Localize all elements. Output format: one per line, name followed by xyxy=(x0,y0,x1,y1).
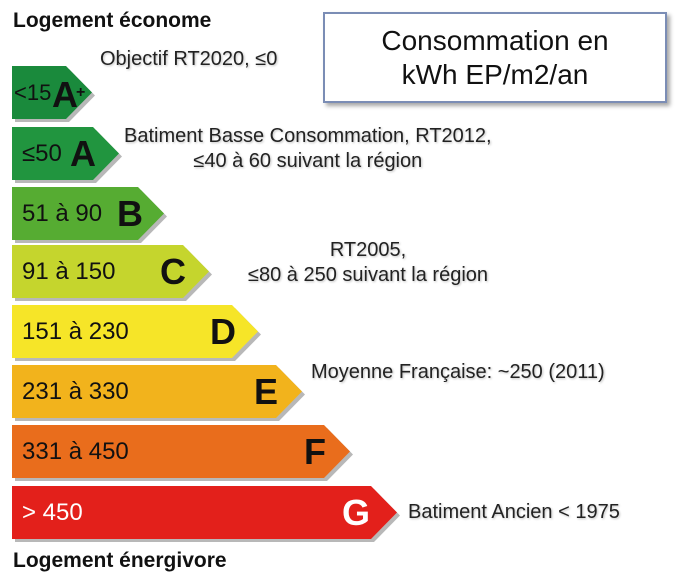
note-bbc: Batiment Basse Consommation, RT2012, ≤40… xyxy=(124,124,492,174)
energy-class-arrow-fill xyxy=(12,245,209,298)
energy-class-arrow-fill xyxy=(12,127,119,180)
note-moyenne-francaise: Moyenne Française: ~250 (2011) xyxy=(311,361,605,383)
energy-class-bar: 331 à 450 F xyxy=(12,425,353,481)
energy-class-arrow-shape xyxy=(12,486,400,542)
energy-class-letter: A xyxy=(70,127,96,180)
energy-class-letter-text: A xyxy=(70,133,96,174)
energy-class-letter-text: G xyxy=(342,492,371,533)
energy-class-range: <15 xyxy=(14,80,52,105)
energy-class-arrow-shape xyxy=(12,187,167,243)
energy-class-arrow-shape xyxy=(12,127,122,183)
energy-class-letter-text: A xyxy=(52,74,78,115)
heading-logement-energivore: Logement énergivore xyxy=(13,549,227,572)
unit-title-box: Consommation en kWh EP/m2/an xyxy=(323,12,667,103)
energy-class-range: 91 à 150 xyxy=(22,258,116,285)
energy-class-range: ≤50 xyxy=(22,140,62,167)
energy-class-arrow-fill xyxy=(12,305,258,358)
energy-class-range: 331 à 450 xyxy=(22,438,129,465)
energy-class-range: 51 à 90 xyxy=(22,200,103,227)
title-line-1: Consommation en xyxy=(381,24,609,56)
energy-class-arrow-fill xyxy=(12,66,92,119)
energy-class-bar: 51 à 90 B xyxy=(12,187,167,243)
heading-logement-econome: Logement économe xyxy=(13,9,212,32)
energy-class-bar: 151 à 230 D xyxy=(12,305,261,361)
energy-class-arrow-fill xyxy=(12,187,164,240)
energy-class-arrow-shape xyxy=(12,425,353,481)
energy-class-letter-text: D xyxy=(210,311,236,352)
energy-class-arrow-shape xyxy=(12,245,212,301)
note-rt2005-line-1: RT2005, xyxy=(329,239,407,261)
energy-class-arrow-fill xyxy=(12,425,350,478)
energy-class-arrow-shape xyxy=(12,66,95,122)
energy-class-letter: G xyxy=(342,486,370,539)
energy-class-bar: ≤50 A xyxy=(12,127,122,183)
note-rt2005: RT2005, ≤80 à 250 suivant la région xyxy=(248,238,488,288)
energy-class-range: 231 à 330 xyxy=(22,378,129,405)
energy-class-arrow-shape xyxy=(12,365,305,421)
energy-class-letter: B xyxy=(117,187,143,240)
energy-class-range: > 450 xyxy=(22,499,83,526)
note-batiment-ancien: Batiment Ancien < 1975 xyxy=(408,501,620,523)
energy-class-arrow-shape xyxy=(12,305,261,361)
energy-class-bar: > 450 G xyxy=(12,486,400,542)
energy-class-letter-suffix: + xyxy=(76,84,86,101)
energy-class-letter: F xyxy=(304,425,326,478)
energy-class-letter: A+ xyxy=(52,66,85,119)
energy-class-letter-text: B xyxy=(117,193,143,234)
energy-class-letter: D xyxy=(210,305,236,358)
energy-class-arrow-fill xyxy=(12,486,397,539)
note-rt2020: Objectif RT2020, ≤0 xyxy=(100,48,278,70)
note-bbc-line-2: ≤40 à 60 suivant la région xyxy=(193,150,423,172)
energy-class-letter: E xyxy=(254,365,278,418)
energy-class-bar: <15 A+ xyxy=(12,66,95,122)
energy-class-range: 151 à 230 xyxy=(22,318,129,345)
energy-class-bar: 231 à 330 E xyxy=(12,365,305,421)
energy-class-letter-text: E xyxy=(254,371,279,412)
note-bbc-line-1: Batiment Basse Consommation, RT2012, xyxy=(124,125,492,147)
title-line-2: kWh EP/m2/an xyxy=(401,58,589,90)
energy-class-letter-text: F xyxy=(304,431,326,472)
energy-class-letter-text: C xyxy=(160,251,186,292)
energy-class-bar: 91 à 150 C xyxy=(12,245,212,301)
energy-class-arrow-fill xyxy=(12,365,302,418)
note-rt2005-line-2: ≤80 à 250 suivant la région xyxy=(248,264,489,286)
energy-class-letter: C xyxy=(160,245,186,298)
